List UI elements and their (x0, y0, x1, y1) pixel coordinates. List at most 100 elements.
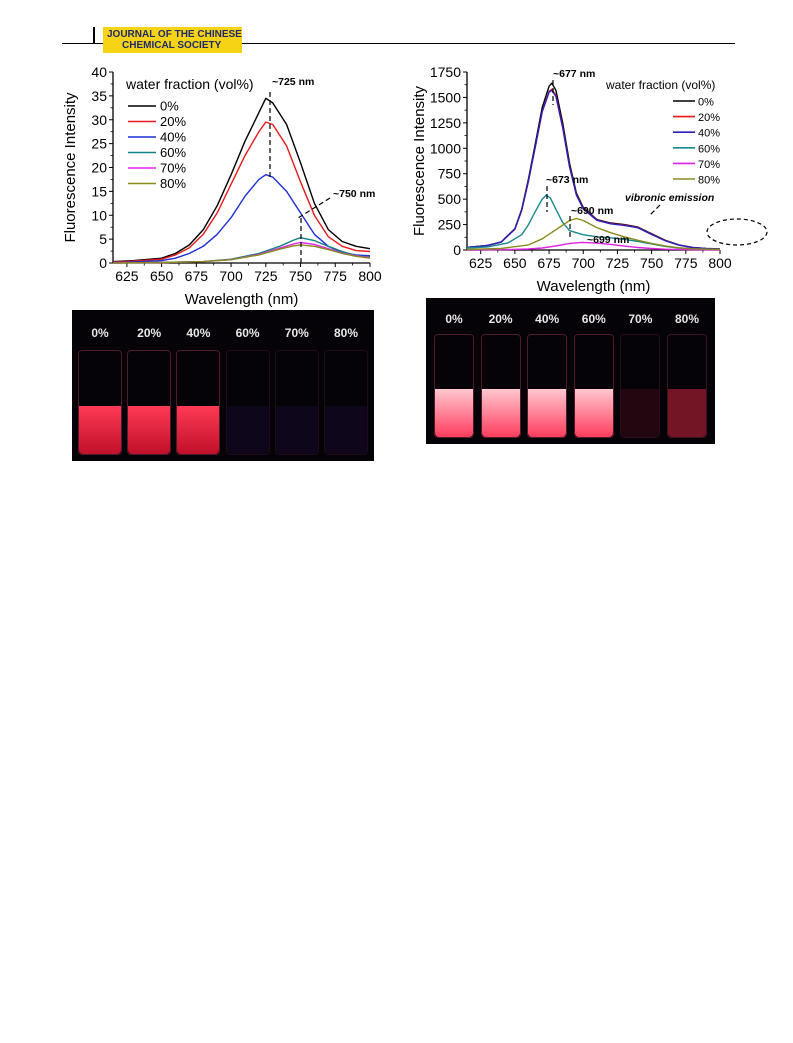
vial-liquid (668, 389, 706, 437)
vial (324, 350, 368, 455)
x-tick-label: 725 (606, 255, 630, 271)
vial-label: 40% (535, 312, 560, 326)
vial-label: 20% (137, 326, 162, 340)
legend-label: 80% (160, 176, 186, 191)
vial-label: 60% (235, 326, 260, 340)
x-tick-label: 675 (537, 255, 561, 271)
x-tick-label: 625 (469, 255, 493, 271)
x-tick-label: 700 (219, 268, 243, 284)
vial (127, 350, 172, 455)
legend-label: 70% (698, 159, 720, 171)
x-tick-label: 725 (254, 268, 278, 284)
legend-label: 60% (698, 143, 720, 155)
vial-liquid (325, 406, 367, 454)
y-tick-label: 35 (91, 88, 107, 104)
y-tick-label: 750 (438, 166, 462, 182)
legend-label: 20% (698, 112, 720, 124)
vial-liquid (528, 389, 567, 437)
vial-liquid (435, 389, 473, 437)
y-tick-label: 15 (91, 183, 107, 199)
vibronic-ellipse (706, 218, 768, 246)
series-line-0pct (466, 82, 721, 250)
y-tick-label: 0 (99, 255, 107, 271)
vial (620, 334, 661, 438)
annotation-label: ~699 nm (587, 234, 629, 246)
vial-label: 60% (581, 312, 606, 326)
vial (667, 334, 707, 438)
series-line-70pct (466, 241, 721, 251)
annotation-label: ~690 nm (571, 205, 613, 217)
x-tick-label: 650 (150, 268, 174, 284)
vial-label: 80% (333, 326, 359, 340)
vial-liquid (128, 406, 171, 454)
legend-label: 80% (698, 175, 720, 187)
x-tick-label: 800 (358, 268, 382, 284)
y-tick-label: 5 (99, 231, 107, 247)
y-tick-label: 0 (453, 242, 461, 258)
annotation-label: ~673 nm (546, 174, 588, 186)
legend-label: 0% (698, 97, 714, 109)
x-tick-label: 775 (324, 268, 348, 284)
x-axis-label: Wavelength (nm) (185, 291, 299, 308)
vial-photo-left: 0% 20% 40% 60% 70% 80% (72, 310, 374, 461)
y-tick-label: 30 (91, 112, 107, 128)
legend-label: 60% (160, 145, 186, 160)
legend-label: 40% (160, 130, 186, 145)
y-tick-label: 1000 (430, 140, 461, 156)
x-tick-label: 625 (115, 268, 139, 284)
vial-label: 0% (445, 312, 463, 326)
vial-label: 70% (628, 312, 653, 326)
legend-label: 20% (160, 114, 186, 129)
series-line-40pct (466, 89, 721, 250)
legend-label: 40% (698, 128, 720, 140)
x-tick-label: 800 (708, 255, 732, 271)
vial-liquid (275, 406, 318, 454)
journal-title-line2: CHEMICAL SOCIETY (122, 40, 222, 51)
y-axis-label: Fluorescence Intensity (411, 85, 428, 236)
vial (434, 334, 474, 438)
annotation-label: vibronic emission (625, 192, 714, 204)
y-tick-label: 1250 (430, 115, 461, 131)
annotation-label: ~677 nm (553, 68, 595, 80)
vial-label: 40% (186, 326, 211, 340)
series-line-0pct (112, 97, 371, 263)
y-tick-label: 250 (438, 217, 462, 233)
vial (176, 350, 221, 455)
vial-label: 0% (91, 326, 109, 340)
vial (573, 334, 614, 438)
fluorescence-chart-right: 625 650 675 700 725 750 775 800 0 250 500 750 1000 12… (411, 64, 768, 295)
header-tick (93, 27, 95, 43)
series-line-80pct (466, 217, 721, 251)
vial (274, 350, 319, 455)
x-tick-label: 675 (185, 268, 209, 284)
y-tick-label: 20 (91, 160, 107, 176)
vial-liquid (621, 389, 660, 437)
x-tick-label: 750 (289, 268, 313, 284)
annotation-marker (649, 204, 661, 216)
vial-liquid (574, 389, 613, 437)
vial-liquid (481, 389, 520, 437)
vial (225, 350, 270, 455)
journal-header: JOURNAL OF THE CHINESE CHEMICAL SOCIETY (0, 0, 793, 53)
x-tick-label: 700 (572, 255, 596, 271)
x-axis-label: Wavelength (nm) (537, 278, 651, 295)
annotation-label: ~725 nm (272, 76, 314, 88)
journal-banner: JOURNAL OF THE CHINESE CHEMICAL SOCIETY (103, 27, 242, 53)
vial-label: 70% (284, 326, 309, 340)
y-tick-label: 1750 (430, 64, 461, 80)
y-tick-label: 10 (91, 207, 107, 223)
series-line-20pct (112, 121, 371, 263)
annotation-label: ~750 nm (333, 188, 375, 200)
vial-label: 20% (488, 312, 513, 326)
vial (78, 350, 122, 455)
annotation-marker (297, 197, 331, 219)
vial-liquid (79, 406, 121, 454)
journal-title-line1: JOURNAL OF THE CHINESE (107, 29, 242, 40)
x-tick-label: 775 (674, 255, 698, 271)
vial-liquid (226, 406, 269, 454)
legend-title: water fraction (vol%) (125, 76, 254, 92)
legend-label: 70% (160, 161, 186, 176)
vial-liquid (177, 406, 220, 454)
y-tick-label: 40 (91, 64, 107, 80)
x-tick-label: 750 (640, 255, 664, 271)
